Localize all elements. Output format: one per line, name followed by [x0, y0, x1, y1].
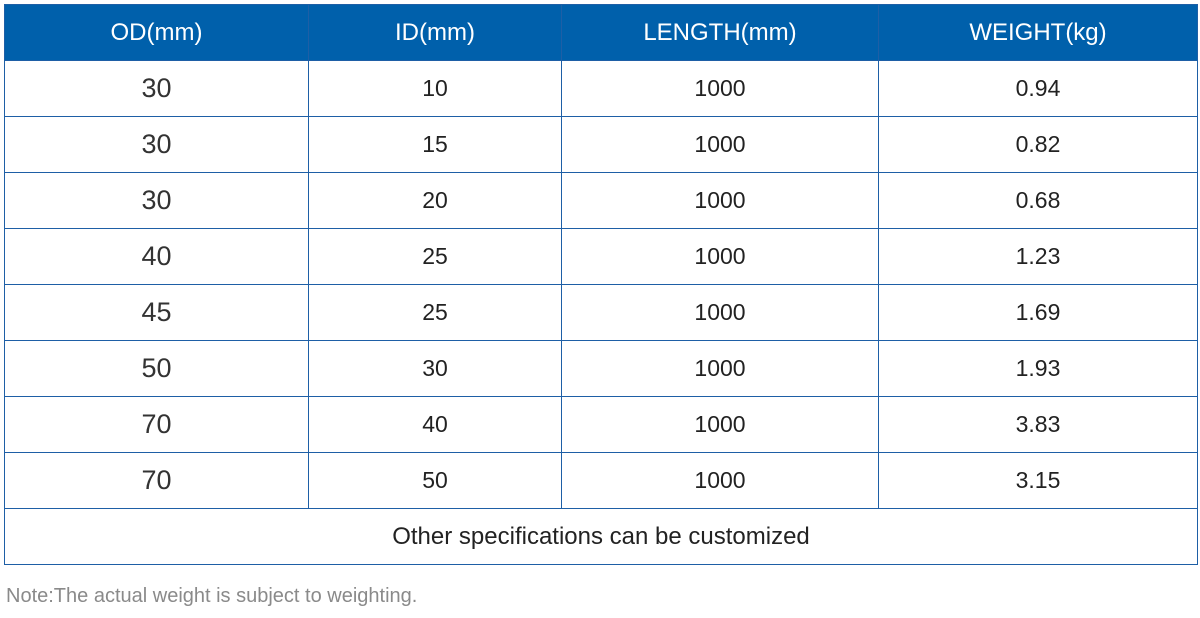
cell-weight: 3.83: [878, 396, 1198, 453]
table-row: 70 40 1000 3.83: [4, 396, 1198, 453]
note-text: Note:The actual weight is subject to wei…: [6, 585, 418, 607]
cell-id: 25: [308, 228, 562, 285]
cell-length: 1000: [561, 172, 879, 229]
table-row: 70 50 1000 3.15: [4, 452, 1198, 509]
cell-od: 45: [4, 284, 309, 341]
cell-length: 1000: [561, 396, 879, 453]
table-row: 30 20 1000 0.68: [4, 172, 1198, 229]
cell-length: 1000: [561, 452, 879, 509]
header-row: OD(mm) ID(mm) LENGTH(mm) WEIGHT(kg): [4, 4, 1198, 61]
cell-od: 70: [4, 396, 309, 453]
table-row: 40 25 1000 1.23: [4, 228, 1198, 285]
cell-id: 50: [308, 452, 562, 509]
table-row: 50 30 1000 1.93: [4, 340, 1198, 397]
header-id: ID(mm): [308, 4, 562, 61]
cell-id: 20: [308, 172, 562, 229]
cell-od: 30: [4, 116, 309, 173]
cell-id: 10: [308, 60, 562, 117]
cell-id: 15: [308, 116, 562, 173]
cell-od: 30: [4, 172, 309, 229]
header-length: LENGTH(mm): [561, 4, 879, 61]
cell-length: 1000: [561, 340, 879, 397]
cell-od: 70: [4, 452, 309, 509]
header-od: OD(mm): [4, 4, 309, 61]
cell-weight: 1.69: [878, 284, 1198, 341]
table-row: 30 15 1000 0.82: [4, 116, 1198, 173]
cell-length: 1000: [561, 116, 879, 173]
table-row: 45 25 1000 1.69: [4, 284, 1198, 341]
cell-id: 40: [308, 396, 562, 453]
cell-od: 30: [4, 60, 309, 117]
cell-length: 1000: [561, 228, 879, 285]
cell-weight: 1.23: [878, 228, 1198, 285]
spec-table: OD(mm) ID(mm) LENGTH(mm) WEIGHT(kg) 30 10…: [4, 4, 1198, 565]
cell-id: 30: [308, 340, 562, 397]
cell-od: 40: [4, 228, 309, 285]
footer-row: Other specifications can be customized: [4, 508, 1198, 565]
cell-weight: 0.82: [878, 116, 1198, 173]
table-row: 30 10 1000 0.94: [4, 60, 1198, 117]
header-weight: WEIGHT(kg): [878, 4, 1198, 61]
cell-length: 1000: [561, 60, 879, 117]
cell-id: 25: [308, 284, 562, 341]
cell-weight: 0.68: [878, 172, 1198, 229]
cell-weight: 1.93: [878, 340, 1198, 397]
footer-text: Other specifications can be customized: [4, 508, 1198, 565]
cell-weight: 3.15: [878, 452, 1198, 509]
cell-weight: 0.94: [878, 60, 1198, 117]
cell-length: 1000: [561, 284, 879, 341]
cell-od: 50: [4, 340, 309, 397]
